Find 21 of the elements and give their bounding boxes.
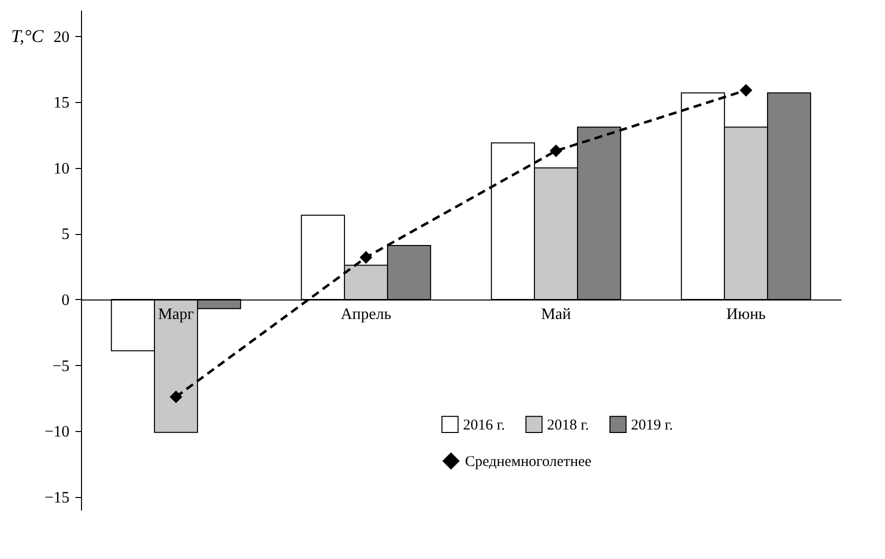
- y-tick-label: 20: [54, 28, 70, 46]
- x-tick-label: Июнь: [726, 306, 766, 323]
- y-tick-label: 15: [54, 94, 70, 112]
- x-tick-label: Марг: [158, 306, 194, 323]
- point: [360, 251, 372, 264]
- y-axis-title: T,°C: [11, 26, 44, 46]
- x-tick-label: Апрель: [340, 306, 392, 323]
- legend-label: 2016 г.: [463, 417, 505, 434]
- y-tick-label: −5: [52, 358, 70, 375]
- y-tick-label: −10: [44, 424, 70, 441]
- point: [170, 390, 182, 404]
- legend-label: 2019 г.: [631, 417, 673, 434]
- point: [550, 144, 562, 158]
- x-tick-label: Май: [541, 306, 572, 323]
- legend-label: Среднемноголетнее: [465, 454, 592, 470]
- y-tick-label: 5: [62, 226, 70, 244]
- legend-label: 2018 г.: [547, 417, 589, 434]
- y-tick-label: −15: [44, 489, 70, 506]
- point: [740, 84, 752, 97]
- y-tick-label: 10: [54, 160, 70, 178]
- y-tick-label: 0: [62, 292, 70, 309]
